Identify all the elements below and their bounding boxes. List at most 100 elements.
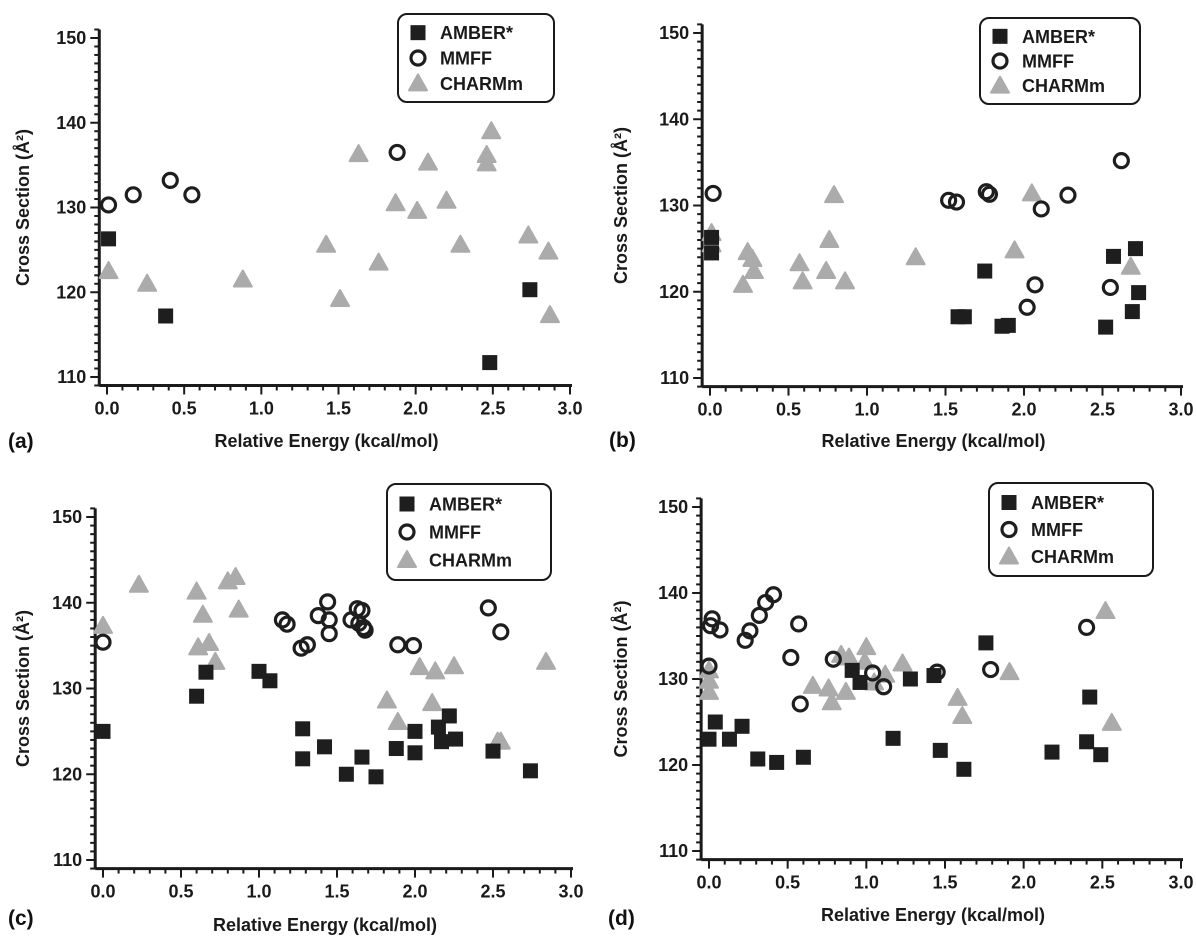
- panel-label: (a): [8, 430, 34, 453]
- data-point-charmm: [699, 681, 719, 700]
- series-circle: [94, 593, 510, 657]
- data-point-charmm: [539, 305, 560, 324]
- legend-label: AMBER*: [1031, 493, 1104, 513]
- data-point-mmff: [124, 186, 142, 204]
- x-tick-label: 2.5: [1090, 400, 1115, 420]
- series-triangle: [93, 567, 557, 750]
- y-tick-label: 120: [56, 282, 86, 302]
- legend-label: CHARMm: [440, 74, 523, 94]
- data-point-amber: [1079, 734, 1095, 750]
- y-axis-title: Cross Section (Å²): [611, 127, 631, 284]
- legend-marker-triangle: [397, 550, 417, 568]
- data-point-charmm: [789, 253, 810, 272]
- y-tick-label: 130: [52, 679, 82, 699]
- legend-box: [397, 13, 555, 103]
- panel-label: (b): [609, 429, 636, 452]
- data-point-amber: [1131, 285, 1147, 301]
- data-point-mmff: [875, 678, 893, 696]
- x-tick-label: 2.0: [403, 398, 428, 418]
- x-tick-label: 0.0: [696, 873, 721, 893]
- x-axis-title: Relative Energy (kcal/mol): [214, 431, 438, 451]
- data-point-charmm: [821, 692, 842, 711]
- y-tick-label: 130: [658, 669, 688, 689]
- data-point-mmff: [711, 621, 729, 639]
- data-point-amber: [388, 741, 404, 757]
- legend-marker-square: [399, 496, 415, 512]
- x-tick-label: 1.0: [249, 398, 274, 418]
- data-point-mmff: [928, 663, 946, 681]
- data-point-amber: [407, 723, 423, 739]
- data-point-amber: [978, 635, 994, 651]
- x-axis-title: Relative Energy (kcal/mol): [821, 431, 1045, 451]
- data-point-charmm: [376, 690, 397, 709]
- legend: AMBER* MMFF CHARMm: [386, 483, 552, 581]
- x-tick-label: 0.5: [168, 882, 193, 902]
- y-tick-label: 140: [659, 109, 689, 129]
- legend: AMBER* MMFF CHARMm: [397, 13, 555, 103]
- legend-label: MMFF: [429, 523, 481, 543]
- data-point-amber: [844, 662, 860, 678]
- x-tick-label: 3.0: [558, 882, 583, 902]
- data-point-amber: [885, 730, 901, 746]
- data-point-amber: [1044, 744, 1060, 760]
- series-circle: [704, 152, 1130, 316]
- data-point-charmm: [538, 241, 559, 260]
- y-tick-label: 150: [56, 28, 86, 48]
- series-square: [701, 635, 1109, 777]
- y-tick-label: 120: [52, 764, 82, 784]
- y-tick-label: 110: [660, 368, 689, 388]
- data-point-amber: [317, 739, 333, 755]
- data-point-charmm: [186, 581, 207, 600]
- data-point-charmm: [444, 656, 464, 675]
- data-point-amber: [977, 263, 993, 279]
- data-point-charmm: [368, 252, 389, 271]
- legend-marker-circle: [1000, 520, 1018, 539]
- data-point-mmff: [864, 664, 882, 682]
- data-point-charmm: [98, 261, 119, 280]
- data-point-charmm: [856, 637, 877, 656]
- data-point-mmff: [1059, 186, 1077, 204]
- x-tick-label: 1.0: [854, 873, 879, 893]
- data-point-mmff: [356, 621, 374, 639]
- y-axis-title: Cross Section (Å²): [13, 610, 33, 767]
- data-point-amber: [1093, 747, 1109, 763]
- data-point-amber: [707, 714, 723, 730]
- legend-marker-square: [410, 25, 426, 41]
- data-point-mmff: [982, 660, 1000, 679]
- data-point-charmm: [947, 687, 968, 706]
- x-tick-label: 0.0: [94, 398, 119, 418]
- data-point-amber: [158, 308, 174, 324]
- data-point-mmff: [704, 184, 722, 203]
- y-tick-label: 120: [658, 755, 688, 775]
- data-point-amber: [101, 231, 117, 247]
- legend-label: CHARMm: [429, 551, 512, 571]
- data-point-charmm: [802, 675, 823, 694]
- data-point-charmm: [385, 193, 406, 212]
- data-point-charmm: [476, 144, 497, 163]
- x-tick-label: 0.0: [697, 400, 722, 420]
- x-tick-label: 1.5: [932, 873, 957, 893]
- y-axis-title: Cross Section (Å²): [13, 129, 33, 286]
- data-point-amber: [434, 734, 450, 750]
- panel-label: (d): [608, 907, 635, 930]
- x-tick-label: 1.0: [854, 400, 879, 420]
- data-point-charmm: [422, 693, 443, 712]
- data-point-amber: [852, 674, 868, 690]
- data-point-charmm: [330, 289, 351, 308]
- y-tick-label: 140: [52, 593, 82, 613]
- data-point-charmm: [436, 190, 457, 209]
- data-point-mmff: [824, 650, 842, 668]
- y-tick-label: 110: [659, 841, 688, 861]
- series-triangle: [699, 601, 1122, 731]
- data-point-mmff: [980, 185, 999, 203]
- data-point-amber: [1098, 319, 1114, 335]
- series-square: [704, 229, 1147, 335]
- data-point-amber: [750, 751, 766, 767]
- data-point-amber: [956, 309, 972, 325]
- data-point-mmff: [782, 648, 800, 667]
- data-point-charmm: [854, 651, 875, 670]
- data-point-mmff: [94, 633, 112, 651]
- data-point-mmff: [1032, 200, 1050, 218]
- data-point-charmm: [835, 681, 856, 700]
